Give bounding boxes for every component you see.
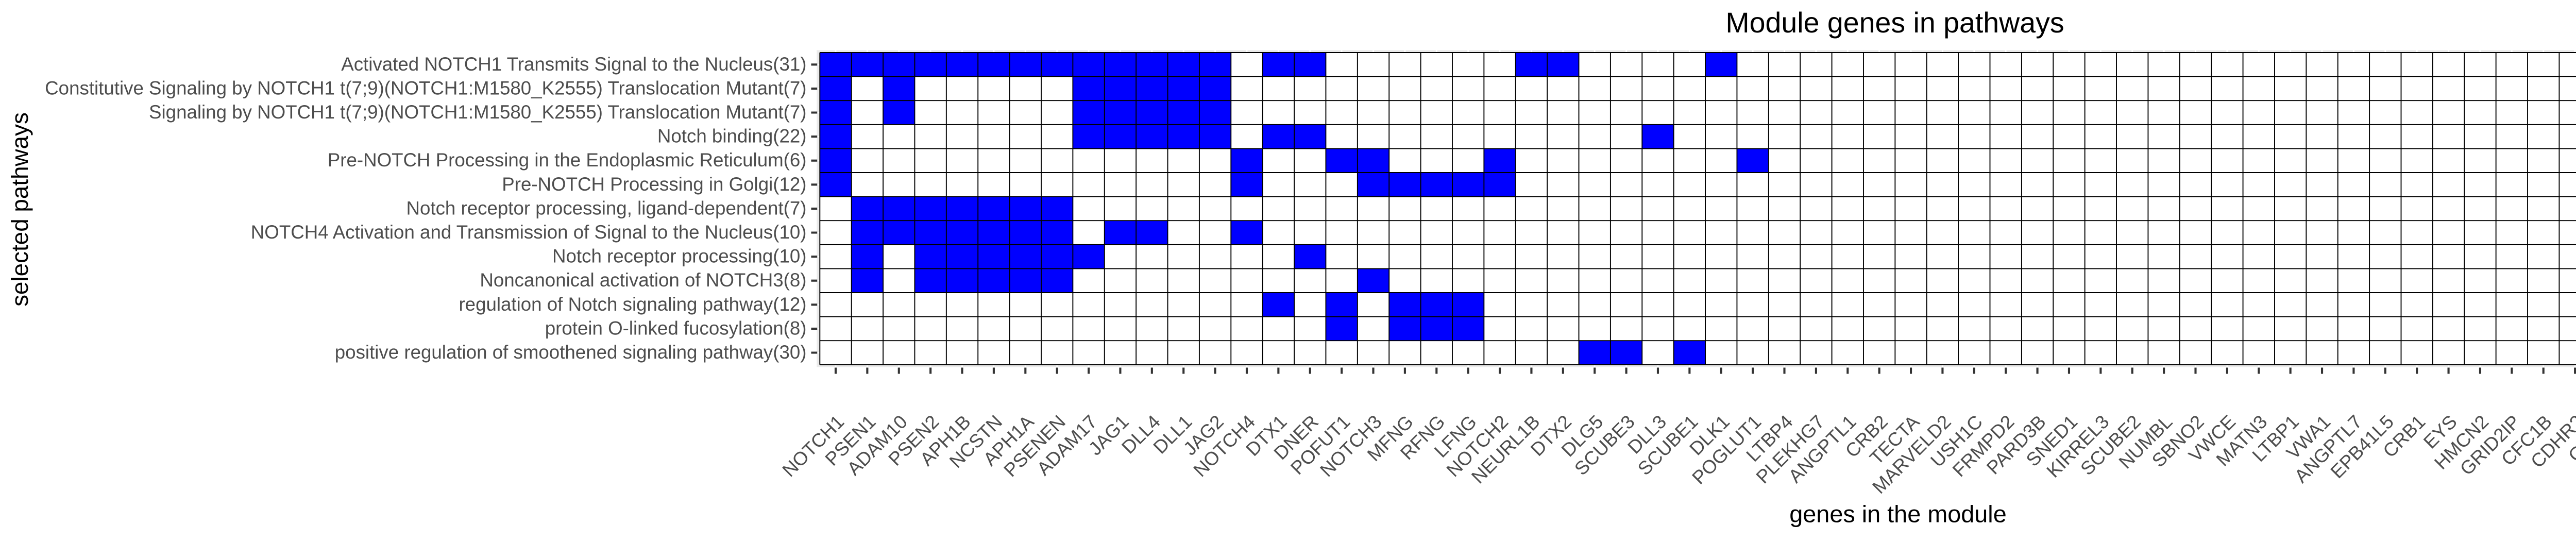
svg-text:regulation of Notch signaling: regulation of Notch signaling pathway(12… [459, 294, 806, 315]
svg-text:Pre-NOTCH Processing in the En: Pre-NOTCH Processing in the Endoplasmic … [328, 149, 807, 171]
svg-text:Notch receptor processing(10): Notch receptor processing(10) [552, 246, 806, 267]
svg-text:Noncanonical activation of NOT: Noncanonical activation of NOTCH3(8) [480, 269, 806, 291]
svg-text:Notch binding(22): Notch binding(22) [657, 126, 807, 147]
svg-text:protein O-linked fucosylation(: protein O-linked fucosylation(8) [545, 317, 807, 339]
svg-text:genes in the module: genes in the module [1789, 501, 2006, 528]
svg-text:selected pathways: selected pathways [7, 112, 33, 307]
svg-text:Signaling by NOTCH1 t(7;9)(NOT: Signaling by NOTCH1 t(7;9)(NOTCH1:M1580_… [149, 102, 806, 123]
svg-text:positive regulation of smoothe: positive regulation of smoothened signal… [335, 342, 807, 363]
svg-text:NOTCH4 Activation and Transmis: NOTCH4 Activation and Transmission of Si… [251, 222, 807, 243]
svg-text:Activated NOTCH1 Transmits Sig: Activated NOTCH1 Transmits Signal to the… [341, 54, 806, 75]
svg-text:Constitutive Signaling by NOTC: Constitutive Signaling by NOTCH1 t(7;9)(… [45, 77, 806, 98]
svg-text:Notch receptor processing, lig: Notch receptor processing, ligand-depend… [406, 197, 806, 218]
svg-text:Module genes in pathways: Module genes in pathways [1725, 7, 2064, 39]
svg-text:Pre-NOTCH Processing in Golgi(: Pre-NOTCH Processing in Golgi(12) [502, 174, 806, 195]
